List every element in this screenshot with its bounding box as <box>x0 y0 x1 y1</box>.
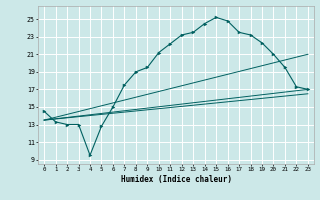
X-axis label: Humidex (Indice chaleur): Humidex (Indice chaleur) <box>121 175 231 184</box>
